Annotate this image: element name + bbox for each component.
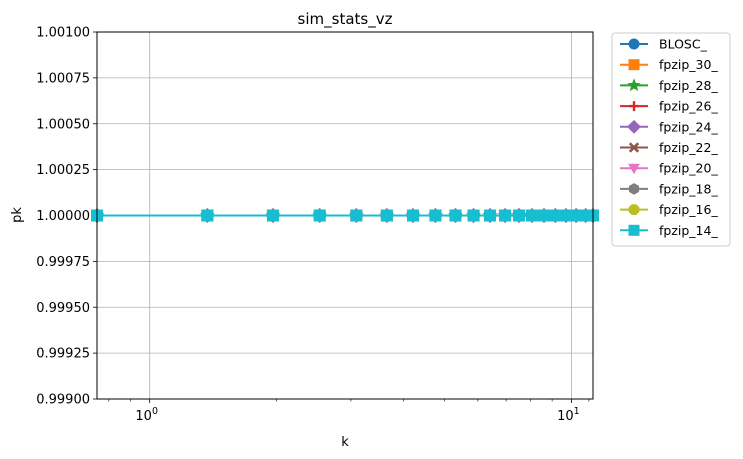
y-axis-ticks: 0.99900 0.99925 0.99950 0.99975 1.00000 1.000… [36,26,97,408]
plot-frame [96,31,594,400]
legend-entry: fpzip_18_ [620,181,718,196]
legend: BLOSC_ fpzip_30_ fpzip_28_ fpzip_26_ fpzip_2… [611,32,731,247]
legend-label: fpzip_22_ [659,140,718,155]
legend-entry: fpzip_22_ [620,140,718,155]
legend-label: fpzip_18_ [659,181,718,196]
y-axis-title: pk [10,207,25,223]
marker-star [627,78,641,92]
marker-square [538,209,551,222]
legend-label: fpzip_26_ [659,99,718,114]
legend-label: fpzip_20_ [659,161,718,176]
marker-triangle-down [628,163,640,175]
marker-square [380,209,393,222]
marker-plus [629,101,639,112]
marker-square [525,209,538,222]
legend-label: fpzip_30_ [659,57,718,72]
marker-square [628,224,640,236]
series-fpzip-14 [91,209,599,222]
marker-square [499,209,512,222]
legend-entry: fpzip_30_ [620,57,718,72]
y-tick-label: 1.00075 [36,71,90,86]
legend-label: fpzip_28_ [659,78,718,93]
marker-octagon [628,204,640,215]
marker-square [313,209,326,222]
marker-square [429,209,442,222]
legend-entry: fpzip_14_ [620,223,718,238]
legend-label: BLOSC_ [659,37,708,52]
x-axis-title: k [341,435,349,450]
legend-entry: BLOSC_ [620,37,708,52]
legend-entry: fpzip_20_ [620,161,718,176]
y-tick-label: 0.99950 [36,301,90,316]
marker-circle [628,38,640,50]
legend-entry: fpzip_28_ [620,78,718,93]
y-tick-label: 0.99925 [36,347,90,362]
y-tick-label: 1.00000 [36,209,90,224]
marker-square [350,209,363,222]
marker-square [512,209,525,222]
y-tick-label: 1.00050 [36,117,90,132]
marker-square [406,209,419,222]
marker-square [549,209,562,222]
marker-square [628,59,640,71]
legend-label: fpzip_16_ [659,202,718,217]
marker-square [266,209,279,222]
legend-entry: fpzip_24_ [620,119,718,134]
marker-square [449,209,462,222]
chart-title: sim_stats_vz [298,10,393,29]
legend-entry: fpzip_26_ [620,99,718,114]
legend-entry: fpzip_16_ [620,202,718,217]
legend-label: fpzip_14_ [659,223,718,238]
marker-square [483,209,496,222]
marker-diamond [627,119,641,134]
series-group [91,207,599,224]
y-tick-label: 1.00100 [36,26,90,41]
marker-square [201,209,214,222]
legend-label: fpzip_24_ [659,119,718,134]
y-tick-label: 0.99975 [36,255,90,270]
marker-square [467,209,480,222]
marker-hexagon [628,183,640,195]
marker-square [560,209,573,222]
y-tick-label: 1.00025 [36,163,90,178]
marker-x [628,142,640,153]
y-tick-label: 0.99900 [36,393,90,408]
